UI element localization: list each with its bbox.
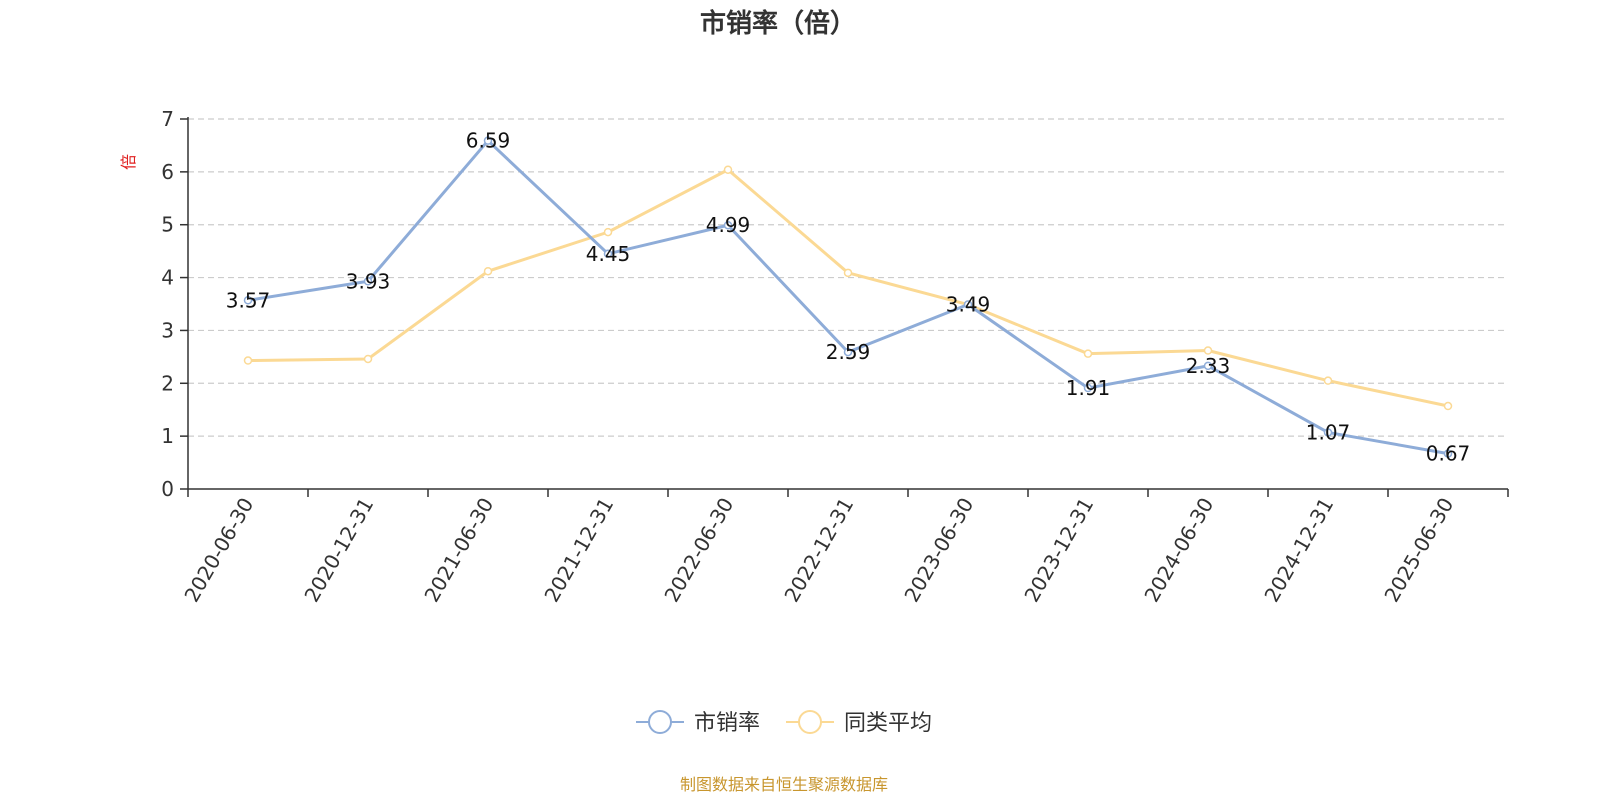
data-point[interactable] <box>1443 401 1453 411</box>
data-point[interactable] <box>1203 346 1213 355</box>
data-point[interactable] <box>363 277 373 286</box>
data-point[interactable] <box>843 268 853 278</box>
data-point[interactable] <box>483 136 493 145</box>
x-tick-label: 2020-06-30 <box>179 494 258 607</box>
legend-label: 市销率 <box>694 711 760 736</box>
data-point[interactable] <box>243 296 253 305</box>
data-label: 6.59 <box>466 129 511 153</box>
legend-circle-marker <box>648 710 672 734</box>
y-tick-label: 1 <box>161 424 174 448</box>
data-point[interactable] <box>243 356 253 365</box>
data-point[interactable] <box>1443 449 1453 458</box>
legend[interactable]: 市销率 同类平均 <box>636 710 932 736</box>
y-tick-label: 3 <box>161 318 174 342</box>
y-tick-label: 5 <box>161 213 174 237</box>
data-labels: 3.57 3.93 6.59 4.45 4.99 2.59 3.49 1.91 2.33 1.07… <box>226 129 1471 466</box>
data-point[interactable] <box>483 266 493 276</box>
data-point[interactable] <box>843 347 853 357</box>
data-point[interactable] <box>1323 376 1333 385</box>
data-point[interactable] <box>603 249 613 259</box>
x-tick-label: 2022-12-31 <box>779 494 858 607</box>
y-axis-label: 倍 <box>119 154 138 170</box>
y-tick-label: 6 <box>161 160 174 184</box>
legend-item[interactable]: 同类平均 <box>786 710 932 736</box>
y-tick-label: 4 <box>161 266 174 290</box>
data-point[interactable] <box>363 354 373 364</box>
data-point[interactable] <box>723 220 733 230</box>
x-tick-label: 2020-12-31 <box>299 494 378 607</box>
data-label: 2.59 <box>826 340 871 364</box>
legend-circle-marker <box>798 710 822 734</box>
data-point[interactable] <box>963 300 973 309</box>
legend-label: 同类平均 <box>844 711 932 736</box>
data-label: 1.07 <box>1306 420 1351 444</box>
data-label: 3.93 <box>346 269 391 293</box>
y-tick-label: 7 <box>161 107 174 131</box>
data-label: 4.45 <box>586 242 631 266</box>
data-point[interactable] <box>1083 383 1093 393</box>
data-label: 3.57 <box>226 288 271 312</box>
chart-title: 市销率（倍） <box>700 8 856 39</box>
data-label: 1.91 <box>1066 376 1111 400</box>
x-tick-label: 2022-06-30 <box>659 494 738 607</box>
data-label: 3.49 <box>946 293 991 317</box>
data-point[interactable] <box>723 165 733 174</box>
data-label: 0.67 <box>1426 442 1471 466</box>
data-label: 4.99 <box>706 213 751 237</box>
x-tick-label: 2023-06-30 <box>899 494 978 607</box>
data-point[interactable] <box>1083 349 1093 358</box>
series-line <box>247 168 1449 408</box>
y-tick-label: 0 <box>161 477 174 501</box>
y-tick-label: 2 <box>161 371 174 395</box>
x-tick-label: 2025-06-30 <box>1379 494 1458 607</box>
source-note: 制图数据来自恒生聚源数据库 <box>680 775 888 794</box>
data-point[interactable] <box>1203 361 1213 371</box>
legend-item[interactable]: 市销率 <box>636 710 760 736</box>
x-tick-label: 2023-12-31 <box>1019 494 1098 607</box>
x-tick-label: 2024-12-31 <box>1259 494 1338 607</box>
series-lines <box>243 136 1453 458</box>
x-tick-label: 2021-06-30 <box>419 494 498 607</box>
x-tick-label: 2024-06-30 <box>1139 494 1218 607</box>
x-tick-label: 2021-12-31 <box>539 494 618 607</box>
data-label: 2.33 <box>1186 354 1231 378</box>
data-point[interactable] <box>1323 428 1333 437</box>
data-point[interactable] <box>603 227 613 237</box>
series-line <box>247 139 1449 456</box>
